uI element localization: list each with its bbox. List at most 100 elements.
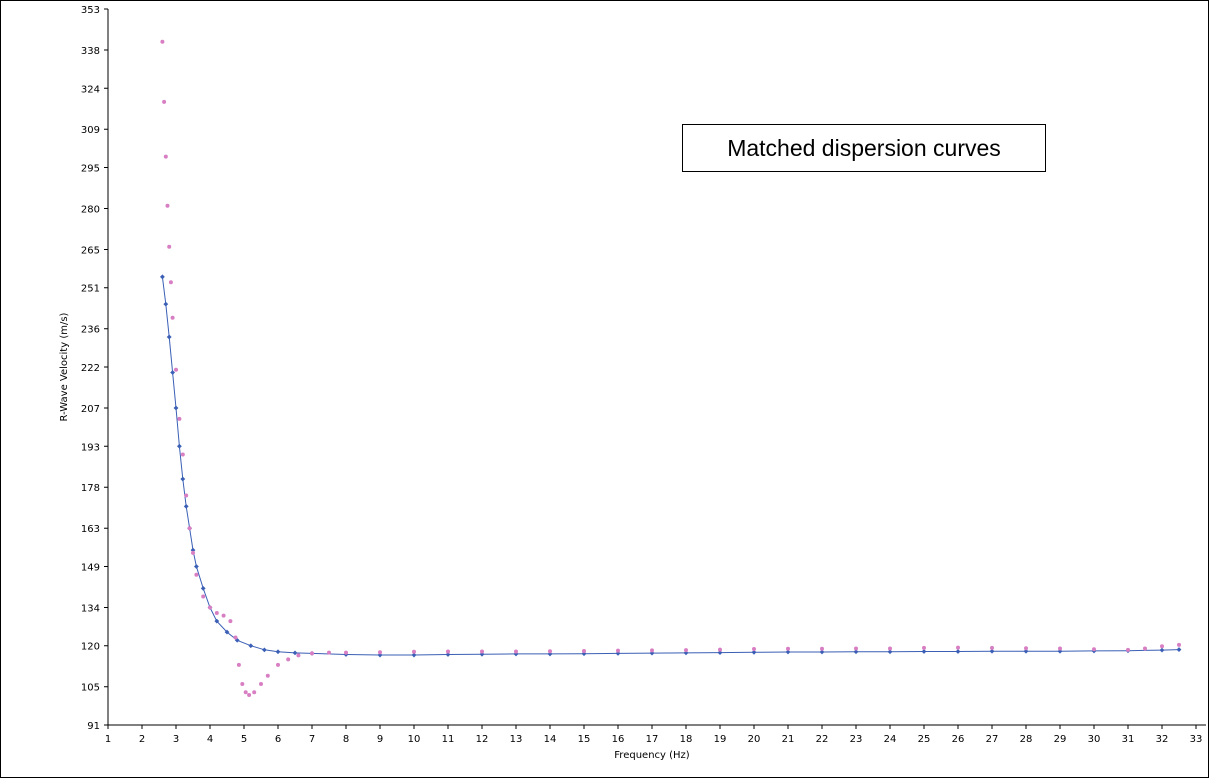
series-2-point (548, 649, 552, 654)
series-1-point (200, 585, 206, 591)
series-2-point (990, 645, 994, 650)
x-tick-label: 14 (544, 734, 557, 745)
y-tick-label: 265 (81, 245, 100, 256)
chart-annotation: Matched dispersion curves (682, 124, 1046, 172)
series-1-point (180, 476, 186, 482)
series-2-point (514, 649, 518, 654)
y-tick-label: 207 (81, 404, 100, 415)
y-tick-label: 120 (81, 642, 100, 653)
series-1-point (1023, 648, 1029, 654)
x-tick-label: 26 (952, 734, 965, 745)
series-2-point (243, 690, 248, 695)
y-tick-label: 338 (81, 46, 100, 57)
y-tick-label: 193 (81, 442, 100, 453)
series-1-point (853, 649, 859, 655)
series-2-point (752, 647, 756, 652)
series-1-point (921, 649, 927, 654)
series-1-point (194, 564, 199, 569)
series-2-point (170, 315, 175, 320)
series-2-point (174, 367, 178, 372)
series-2-point (187, 526, 192, 531)
series-2-point (168, 280, 173, 285)
x-tick-label: 24 (884, 734, 897, 745)
series-2-point (480, 649, 484, 654)
y-tick-label: 163 (81, 524, 100, 535)
x-tick-label: 7 (309, 734, 315, 745)
series-2-point (286, 657, 291, 662)
x-tick-label: 30 (1088, 734, 1101, 745)
x-tick-label: 11 (442, 734, 455, 745)
series-1-line (161, 276, 1180, 656)
series-1-point (479, 651, 485, 657)
series-2-point (194, 572, 199, 577)
series-2-point (1177, 642, 1181, 647)
x-tick-label: 15 (578, 734, 591, 745)
x-tick-label: 9 (377, 734, 383, 745)
x-tick-label: 12 (476, 734, 489, 745)
x-tick-label: 20 (748, 734, 761, 745)
series-2-point (247, 692, 252, 697)
series-2-point (165, 203, 170, 208)
series-2-point (1092, 647, 1096, 652)
y-tick-label: 134 (81, 603, 100, 614)
series-2-point (956, 645, 960, 650)
series-1-point (887, 649, 893, 655)
x-tick-label: 31 (1122, 734, 1135, 745)
series-2-point (1126, 647, 1130, 652)
series-2-point (922, 645, 926, 650)
series-1-point (989, 648, 995, 654)
series-2-point (252, 690, 257, 695)
series-1-point (224, 629, 230, 635)
x-tick-label: 32 (1156, 734, 1169, 745)
series-2-point (177, 416, 182, 421)
series-2-point (184, 493, 189, 498)
series-1-point (248, 643, 254, 649)
series-2-point (820, 646, 824, 651)
x-tick-label: 29 (1054, 734, 1067, 745)
series-2-point (160, 39, 165, 44)
series-2-point (191, 550, 195, 555)
x-axis-title: Frequency (Hz) (614, 750, 690, 761)
x-tick-label: 2 (139, 734, 145, 745)
x-tick-label: 25 (918, 734, 931, 745)
series-2-point (1143, 646, 1147, 651)
series-2-point (228, 619, 233, 624)
series-1-point (177, 443, 182, 449)
x-tick-label: 19 (714, 734, 727, 745)
series-2-point (310, 651, 314, 656)
series-2-point (221, 613, 226, 618)
series-1-point (275, 649, 281, 655)
series-1-point (411, 652, 417, 658)
series-2-point (1024, 646, 1028, 651)
x-tick-label: 4 (207, 734, 213, 745)
series-2-point (786, 646, 790, 651)
y-tick-label: 178 (81, 483, 100, 494)
x-tick-label: 22 (816, 734, 829, 745)
series-2-point (378, 650, 382, 655)
x-tick-label: 23 (850, 734, 863, 745)
x-tick-label: 21 (782, 734, 795, 745)
series-2-point (167, 244, 172, 249)
series-2-point (854, 646, 858, 651)
series-1-point (183, 503, 189, 509)
y-tick-label: 149 (81, 562, 100, 573)
y-tick-label: 295 (81, 164, 100, 175)
series-2-point (582, 648, 586, 653)
series-1-point (262, 647, 267, 653)
series-2-point (296, 653, 301, 658)
series-2-point (259, 682, 263, 687)
series-2-point (327, 650, 331, 655)
series-2-point (240, 682, 245, 687)
series-1-point (163, 301, 169, 307)
series-2-point (650, 648, 654, 653)
series-1-point (160, 274, 165, 280)
y-tick-label: 236 (81, 325, 100, 336)
x-tick-label: 1 (105, 734, 111, 745)
y-tick-label: 280 (81, 204, 100, 215)
series-1-point (292, 650, 298, 656)
x-tick-label: 8 (343, 734, 349, 745)
y-tick-label: 251 (81, 284, 100, 295)
y-axis-title: R-Wave Velocity (m/s) (59, 312, 70, 421)
series-1-point (717, 650, 723, 655)
series-1-point (751, 649, 757, 655)
